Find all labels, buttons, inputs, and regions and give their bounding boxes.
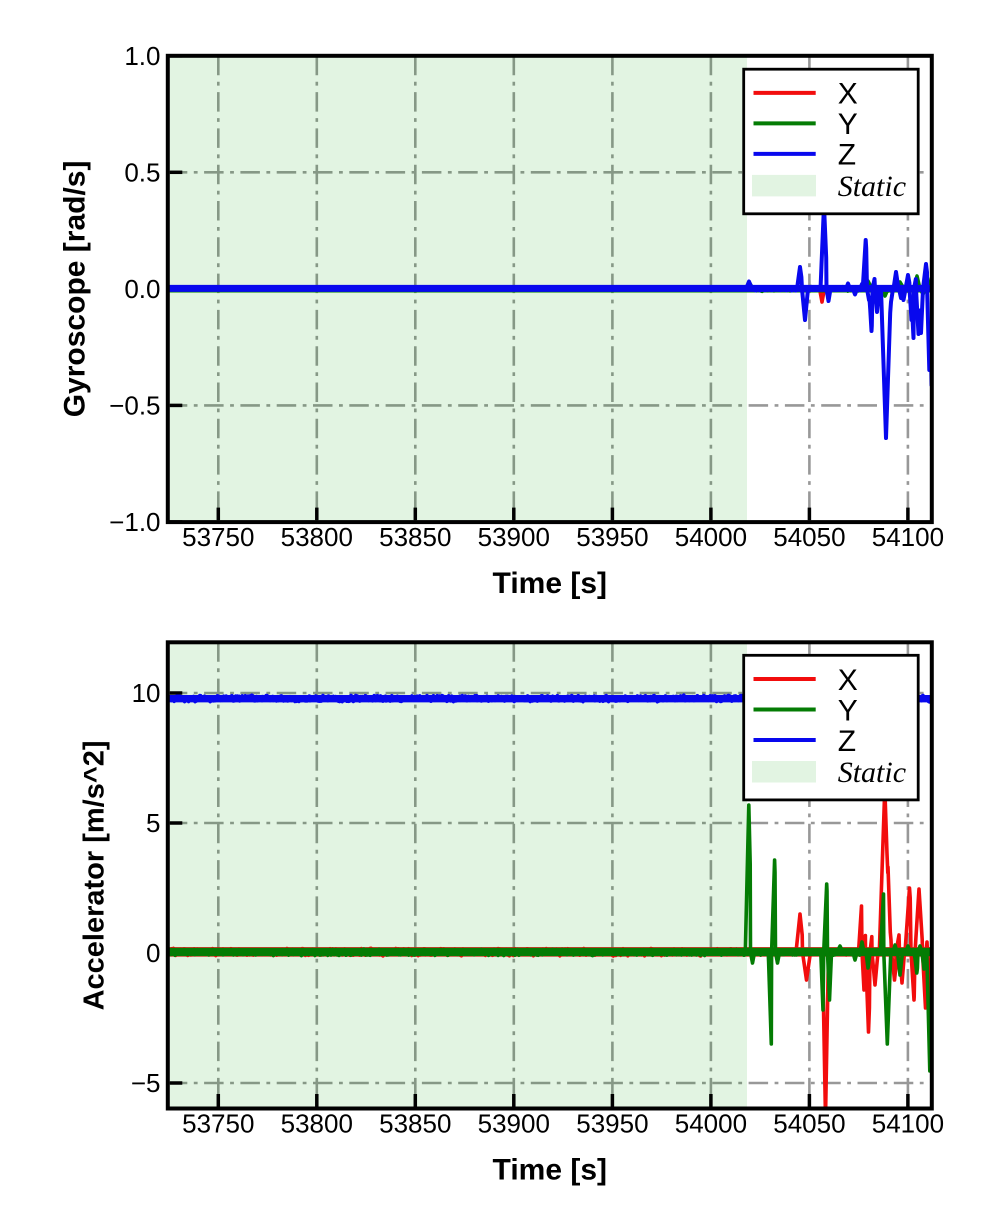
svg-text:53750: 53750 — [182, 522, 254, 552]
svg-text:X: X — [838, 664, 858, 697]
svg-text:−0.5: −0.5 — [109, 391, 160, 421]
svg-text:53900: 53900 — [478, 1109, 550, 1139]
svg-text:54050: 54050 — [773, 522, 845, 552]
svg-text:Static: Static — [838, 170, 906, 203]
svg-text:54100: 54100 — [872, 522, 944, 552]
svg-text:0.0: 0.0 — [124, 274, 160, 304]
svg-text:53750: 53750 — [182, 1109, 254, 1139]
svg-text:Z: Z — [838, 725, 856, 758]
svg-text:53900: 53900 — [478, 522, 550, 552]
svg-text:53800: 53800 — [281, 1109, 353, 1139]
svg-text:10: 10 — [132, 678, 161, 708]
svg-text:Time [s]: Time [s] — [493, 1153, 607, 1186]
svg-text:X: X — [838, 78, 858, 111]
svg-text:54050: 54050 — [773, 1109, 845, 1139]
svg-text:Y: Y — [838, 694, 858, 727]
svg-text:54000: 54000 — [675, 1109, 747, 1139]
svg-text:Gyroscope [rad/s]: Gyroscope [rad/s] — [59, 161, 92, 418]
svg-text:0.5: 0.5 — [124, 157, 160, 187]
svg-text:5: 5 — [146, 808, 160, 838]
svg-text:Static: Static — [838, 756, 906, 789]
svg-text:0: 0 — [146, 938, 160, 968]
svg-text:−5: −5 — [131, 1068, 161, 1098]
svg-text:53850: 53850 — [379, 1109, 451, 1139]
svg-text:53950: 53950 — [576, 1109, 648, 1139]
svg-text:53950: 53950 — [576, 522, 648, 552]
svg-text:54100: 54100 — [872, 1109, 944, 1139]
svg-text:1.0: 1.0 — [124, 41, 160, 71]
svg-text:−1.0: −1.0 — [109, 507, 160, 537]
svg-text:53800: 53800 — [281, 522, 353, 552]
svg-text:Accelerator [m/s^2]: Accelerator [m/s^2] — [79, 740, 111, 1010]
svg-text:Time [s]: Time [s] — [493, 567, 607, 600]
svg-text:54000: 54000 — [675, 522, 747, 552]
svg-text:Z: Z — [838, 139, 856, 172]
svg-text:53850: 53850 — [379, 522, 451, 552]
svg-text:Y: Y — [838, 108, 858, 141]
